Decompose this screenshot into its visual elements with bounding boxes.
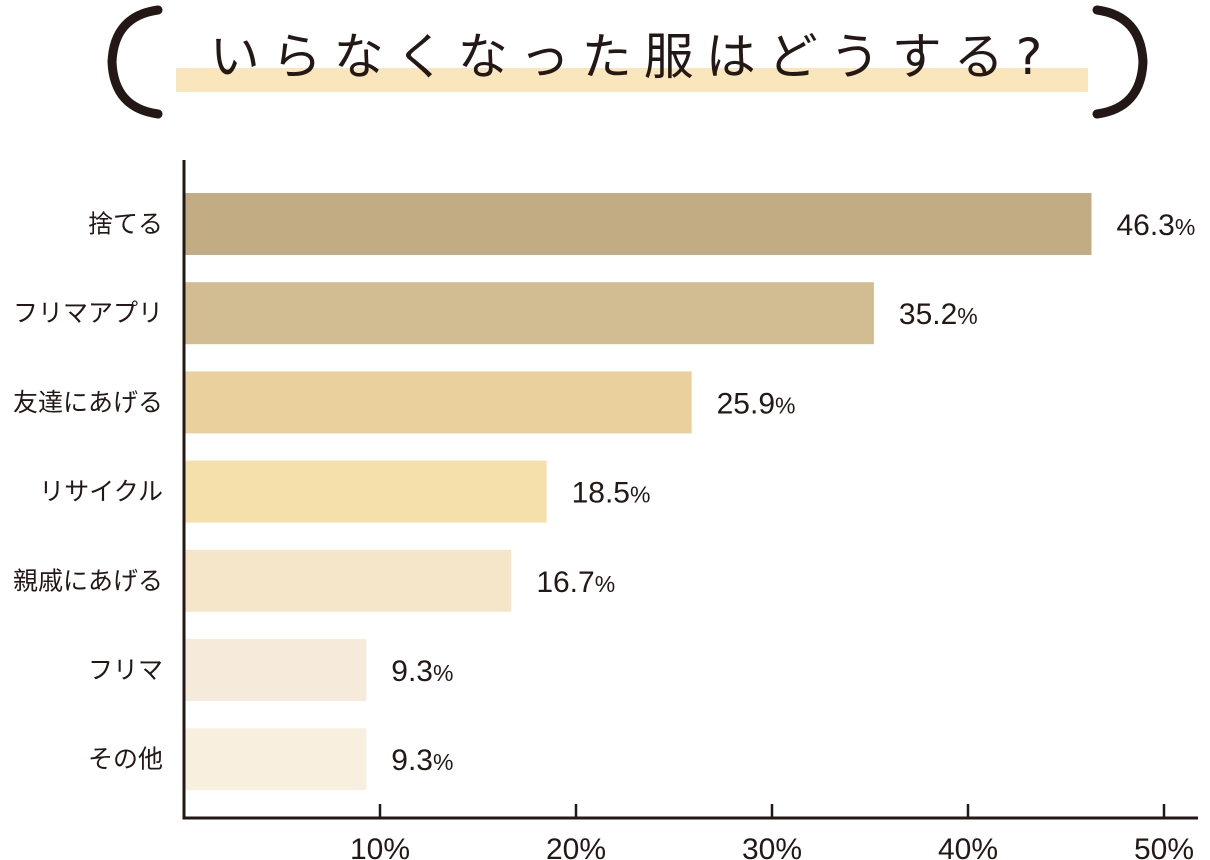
value-label-2: 35.2%	[899, 298, 978, 331]
x-tick-label-50: 50%	[1134, 833, 1194, 860]
x-tick-label-40: 40%	[938, 833, 998, 860]
value-labels-layer: 46.3% 35.2% 25.9% 18.5% 16.7% 9.3% 9.3%	[391, 209, 1195, 777]
category-label-4: リサイクル	[39, 477, 163, 506]
bar-3	[184, 371, 692, 434]
value-label-1: 46.3%	[1116, 209, 1195, 242]
right-parenthesis-ornament	[1092, 5, 1148, 119]
value-label-4: 18.5%	[572, 477, 651, 510]
value-label-6: 9.3%	[391, 655, 453, 688]
chart-title: いらなくなった服はどうする?	[209, 28, 1055, 86]
category-label-7: その他	[88, 745, 163, 774]
x-tick-label-20: 20%	[546, 833, 606, 860]
bar-6	[184, 639, 367, 701]
category-label-1: 捨てる	[88, 210, 163, 239]
bar-2	[184, 282, 874, 345]
bar-1	[184, 193, 1092, 255]
x-tick-label-10: 10%	[350, 833, 410, 860]
value-label-3: 25.9%	[717, 387, 796, 420]
title-highlight-band	[176, 68, 1088, 92]
chart-title-area: いらなくなった服はどうする?	[100, 0, 1160, 125]
value-label-5: 16.7%	[536, 566, 615, 599]
category-label-2: フリマアプリ	[13, 299, 163, 328]
left-parenthesis-ornament	[107, 5, 163, 119]
bar-4	[184, 460, 547, 523]
category-label-6: フリマ	[88, 656, 163, 685]
bar-5	[184, 549, 512, 612]
x-tick-label-30: 30%	[742, 833, 802, 860]
bars-layer	[184, 193, 1092, 791]
category-label-3: 友達にあげる	[13, 388, 163, 417]
category-label-5: 親戚にあげる	[13, 566, 163, 595]
axes-layer: 10% 20% 30% 40% 50%	[182, 160, 1198, 860]
value-label-7: 9.3%	[391, 744, 453, 777]
bar-7	[184, 728, 367, 791]
